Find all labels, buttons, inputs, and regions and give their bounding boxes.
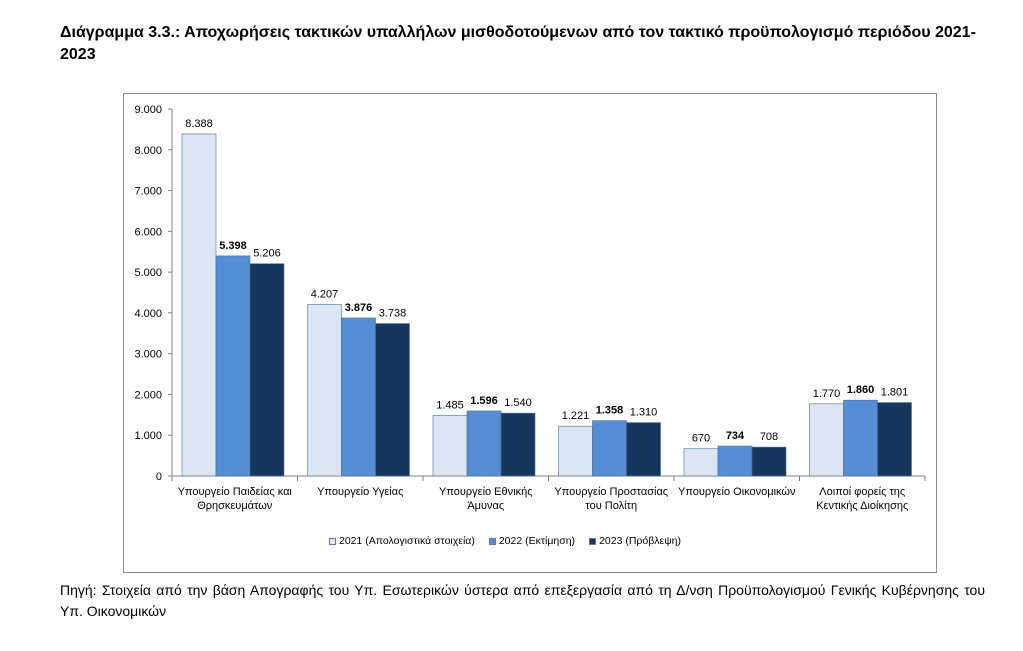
y-tick-label: 4.000 xyxy=(134,308,162,320)
y-tick-label: 1.000 xyxy=(134,430,162,442)
bar xyxy=(466,410,502,477)
category-label: Υπουργείο Προστασίας xyxy=(554,486,668,498)
y-tick-label: 5.000 xyxy=(134,267,162,279)
chart-area: 0 1.000 2.000 3.000 4.000 5.000 6.000 7.000 8.00… xyxy=(123,93,937,573)
data-label: 4.207 xyxy=(311,288,339,300)
category-label: Άμυνας xyxy=(467,500,504,512)
bar xyxy=(500,412,536,477)
y-tick-label: 2.000 xyxy=(134,389,162,401)
data-label: 1.358 xyxy=(596,405,624,417)
bar xyxy=(341,317,376,477)
bar xyxy=(375,323,410,477)
legend-swatch xyxy=(488,537,496,545)
bar xyxy=(249,263,285,477)
legend-label: 2021 (Απολογιστικά στοιχεία) xyxy=(339,535,475,547)
category-label: Κεντικής Διοίκησης xyxy=(816,500,908,512)
y-tick-label: 7.000 xyxy=(134,186,162,198)
data-label: 1.540 xyxy=(504,397,532,409)
data-label: 1.801 xyxy=(881,387,909,399)
bar xyxy=(843,399,878,477)
data-label: 1.310 xyxy=(630,407,658,419)
data-label: 734 xyxy=(726,430,745,442)
y-tick-label: 6.000 xyxy=(134,226,162,238)
category-label: Υπουργείο Εθνικής xyxy=(439,486,533,498)
data-label: 1.860 xyxy=(847,384,875,396)
category-label: Υπουργείο Υγείας xyxy=(317,486,403,498)
data-label: 1.221 xyxy=(562,410,590,422)
y-tick-label: 3.000 xyxy=(134,349,162,361)
category-label: Υπουργείο Οικονομικών xyxy=(678,486,796,498)
category-label: του Πολίτη xyxy=(585,500,637,512)
chart-legend: 2021 (Απολογιστικά στοιχεία) 2022 (Εκτίμη… xyxy=(329,535,749,547)
bar xyxy=(558,425,593,477)
legend-label: 2022 (Εκτίμηση) xyxy=(498,535,576,547)
legend-item: 2021 (Απολογιστικά στοιχεία) xyxy=(329,535,475,547)
legend-label: 2023 (Πρόβλεψη) xyxy=(599,535,682,547)
category-label: Θρησκευμάτων xyxy=(197,500,273,512)
bar xyxy=(751,446,787,477)
legend-item: 2023 (Πρόβλεψη) xyxy=(589,535,681,547)
data-label: 1.770 xyxy=(813,388,841,400)
bar xyxy=(432,415,468,477)
y-tick-label: 0 xyxy=(156,471,162,483)
bar xyxy=(307,304,342,477)
bar-chart: 0 1.000 2.000 3.000 4.000 5.000 6.000 7.000 8.00… xyxy=(134,104,926,512)
bar xyxy=(717,445,753,477)
legend-swatch xyxy=(589,537,597,545)
bar xyxy=(626,422,661,477)
legend-item: 2022 (Εκτίμηση) xyxy=(488,535,576,547)
bar xyxy=(181,133,217,477)
bar xyxy=(683,448,719,477)
y-tick-label: 9.000 xyxy=(134,104,162,116)
data-label: 670 xyxy=(692,433,710,445)
source-note: Πηγή: Στοιχεία από την βάση Απογραφής το… xyxy=(60,582,985,619)
bar xyxy=(592,420,627,477)
bar xyxy=(877,402,912,477)
bar xyxy=(809,403,844,477)
bar xyxy=(215,255,251,477)
data-label: 1.485 xyxy=(436,399,464,411)
y-tick-label: 8.000 xyxy=(134,145,162,157)
category-label: Υπουργείο Παιδείας και xyxy=(178,486,293,498)
data-label: 708 xyxy=(760,431,778,443)
data-label: 1.596 xyxy=(470,395,498,407)
data-label: 8.388 xyxy=(185,118,213,130)
chart-title: Διάγραμμα 3.3.: Αποχωρήσεις τακτικών υπα… xyxy=(60,24,976,63)
category-label: Λοιποί φορείς της xyxy=(819,486,905,498)
legend-swatch xyxy=(329,537,336,545)
data-label: 3.738 xyxy=(379,308,407,320)
data-label: 5.398 xyxy=(219,240,247,252)
data-label: 3.876 xyxy=(345,302,373,314)
data-label: 5.206 xyxy=(253,248,281,260)
